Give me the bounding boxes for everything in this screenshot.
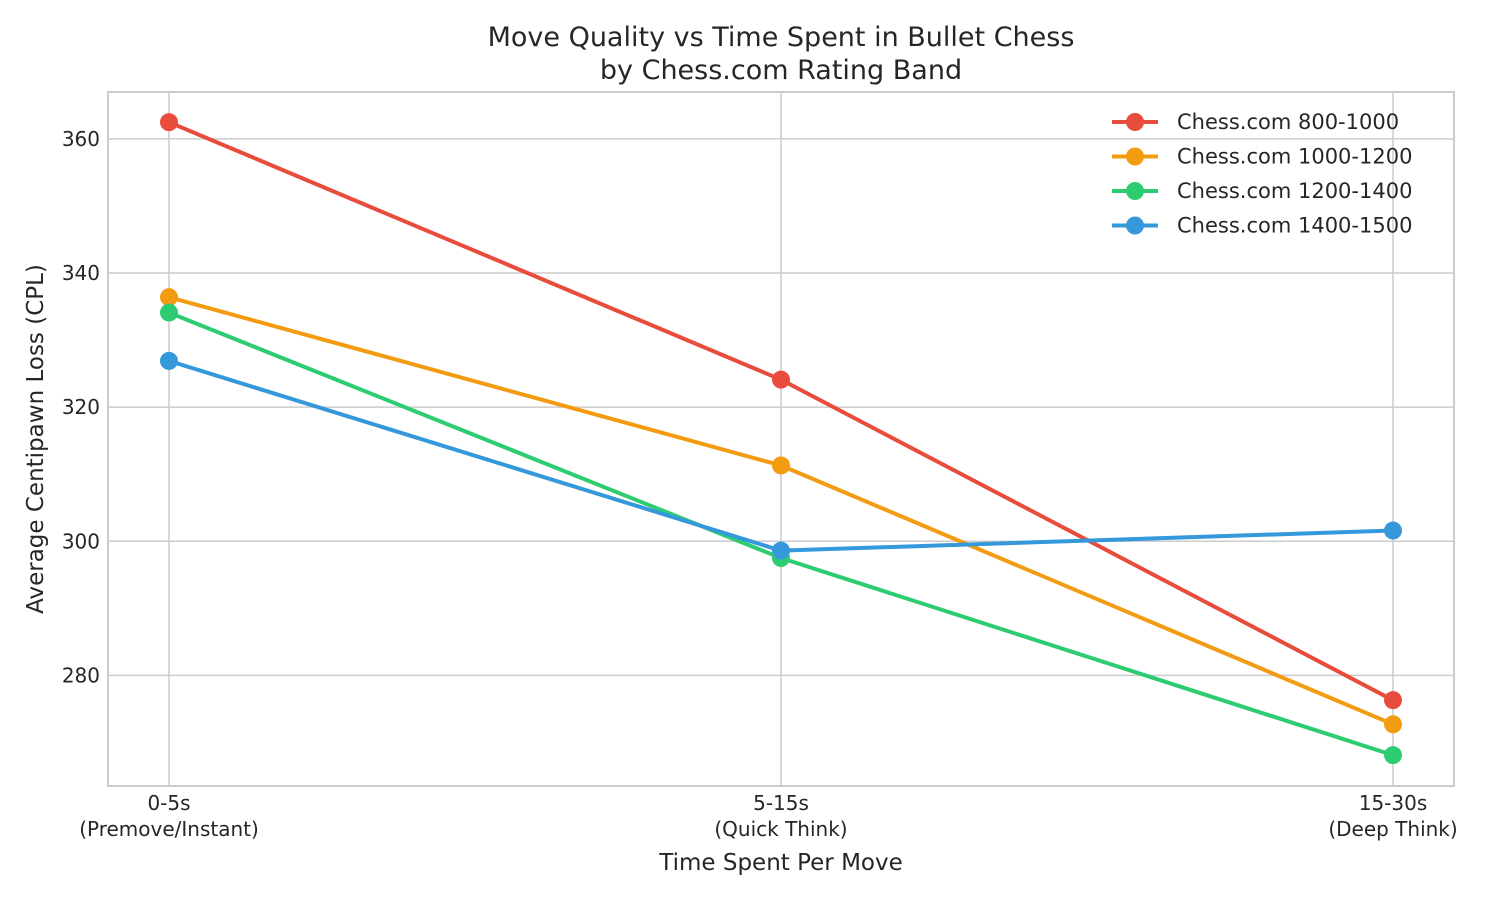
plot-frame xyxy=(107,91,1455,787)
grid xyxy=(108,92,1454,786)
series-2 xyxy=(160,288,1402,734)
data-point xyxy=(1384,715,1402,734)
y-axis-ticks: 280 300 320 340 360 xyxy=(62,127,100,687)
series-4 xyxy=(160,351,1402,560)
data-point xyxy=(772,541,790,560)
x-tick-label: 0-5s (Premove/Instant) xyxy=(79,791,259,841)
legend-marker xyxy=(1126,113,1144,131)
x-tick-label-line: 5-15s xyxy=(753,791,809,815)
x-tick-label-line: (Premove/Instant) xyxy=(79,817,259,841)
y-tick-label: 280 xyxy=(62,663,100,687)
data-point xyxy=(160,288,178,307)
x-tick-label-line: (Deep Think) xyxy=(1328,817,1457,841)
legend-item: Chess.com 1400-1500 xyxy=(1112,214,1412,238)
chart-title-line-2: by Chess.com Rating Band xyxy=(600,55,962,86)
series-group xyxy=(160,113,1402,765)
x-axis-label: Time Spent Per Move xyxy=(658,850,903,876)
series-1 xyxy=(160,113,1402,710)
legend-label: Chess.com 1400-1500 xyxy=(1177,214,1412,238)
y-tick-label: 320 xyxy=(62,395,100,419)
legend-marker xyxy=(1126,147,1144,166)
data-point xyxy=(772,456,790,475)
legend-item: Chess.com 800-1000 xyxy=(1112,110,1399,134)
y-axis-label: Average Centipawn Loss (CPL) xyxy=(23,264,49,614)
data-point xyxy=(160,113,178,132)
x-tick-label-line: (Quick Think) xyxy=(714,817,847,841)
x-tick-label-line: 0-5s xyxy=(147,791,190,815)
data-point xyxy=(160,303,178,322)
legend-label: Chess.com 800-1000 xyxy=(1177,110,1399,134)
y-tick-label: 300 xyxy=(62,529,100,553)
data-point xyxy=(1384,746,1402,765)
y-tick-label: 340 xyxy=(62,261,100,285)
legend-label: Chess.com 1200-1400 xyxy=(1177,179,1412,203)
x-axis-ticks: 0-5s (Premove/Instant) 5-15s (Quick Think) 1… xyxy=(79,791,1457,841)
legend-item: Chess.com 1000-1200 xyxy=(1112,145,1412,169)
data-point xyxy=(1384,521,1402,540)
legend-marker xyxy=(1126,182,1144,200)
legend-item: Chess.com 1200-1400 xyxy=(1112,179,1412,203)
data-point xyxy=(772,370,790,389)
data-point xyxy=(160,351,178,370)
data-point xyxy=(1384,691,1402,710)
legend: Chess.com 800-1000 Chess.com 1000-1200 Che… xyxy=(1112,110,1412,238)
x-tick-label: 5-15s (Quick Think) xyxy=(714,791,847,841)
x-tick-label: 15-30s (Deep Think) xyxy=(1328,791,1457,841)
y-tick-label: 360 xyxy=(62,127,100,151)
x-tick-label-line: 15-30s xyxy=(1359,791,1428,815)
legend-label: Chess.com 1000-1200 xyxy=(1177,145,1412,169)
legend-marker xyxy=(1126,216,1144,235)
chart-title-line-1: Move Quality vs Time Spent in Bullet Che… xyxy=(488,22,1075,53)
